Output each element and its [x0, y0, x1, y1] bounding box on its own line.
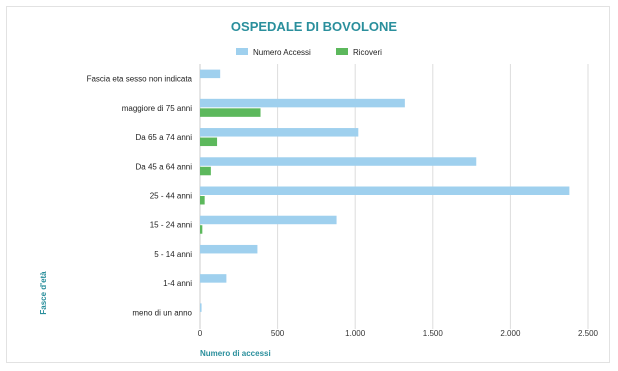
chart-frame: [6, 6, 610, 363]
x-tick-label: 2.000: [500, 329, 521, 338]
bar-numero-accessi: [200, 186, 570, 195]
category-label: 25 - 44 anni: [150, 192, 192, 201]
category-labels: Fascia eta sesso non indicata maggiore di…: [87, 75, 193, 318]
category-label: Fascia eta sesso non indicata: [87, 75, 193, 84]
bar-ricoveri: [200, 196, 205, 205]
category-label: 15 - 24 anni: [150, 221, 192, 230]
legend: Numero Accessi Ricoveri: [236, 48, 382, 57]
x-tick-label: 0: [198, 329, 203, 338]
category-label: Da 65 a 74 anni: [136, 133, 193, 142]
bar-numero-accessi: [200, 303, 202, 312]
bar-ricoveri: [200, 225, 203, 234]
legend-label: Ricoveri: [353, 48, 382, 57]
bar-numero-accessi: [200, 69, 221, 79]
x-tick-label: 1.000: [345, 329, 366, 338]
category-label: maggiore di 75 anni: [122, 104, 192, 113]
x-tick-label: 2.500: [578, 329, 599, 338]
x-tick-labels: 0 500 1.000 1.500 2.000 2.500: [198, 329, 599, 338]
bar-numero-accessi: [200, 98, 405, 108]
category-label: Da 45 a 64 anni: [136, 162, 193, 171]
chart-title: OSPEDALE DI BOVOLONE: [231, 19, 397, 34]
bar-numero-accessi: [200, 128, 359, 137]
category-label: meno di un anno: [132, 308, 192, 317]
bar-ricoveri: [200, 108, 261, 117]
category-label: 1-4 anni: [163, 279, 192, 288]
legend-swatch: [336, 48, 348, 55]
x-axis-label: Numero di accessi: [200, 349, 271, 358]
x-tick-label: 500: [271, 329, 285, 338]
bar-numero-accessi: [200, 157, 477, 166]
bar-ricoveri: [200, 137, 218, 147]
bar-numero-accessi: [200, 274, 227, 283]
bar-numero-accessi: [200, 215, 337, 225]
bar-ricoveri: [200, 166, 211, 176]
category-label: 5 - 14 anni: [154, 250, 192, 259]
bar-numero-accessi: [200, 244, 258, 254]
legend-label: Numero Accessi: [253, 48, 311, 57]
legend-swatch: [236, 48, 248, 55]
y-axis-label: Fasce d'età: [39, 271, 48, 315]
bars: [200, 69, 570, 312]
x-tick-label: 1.500: [423, 329, 444, 338]
